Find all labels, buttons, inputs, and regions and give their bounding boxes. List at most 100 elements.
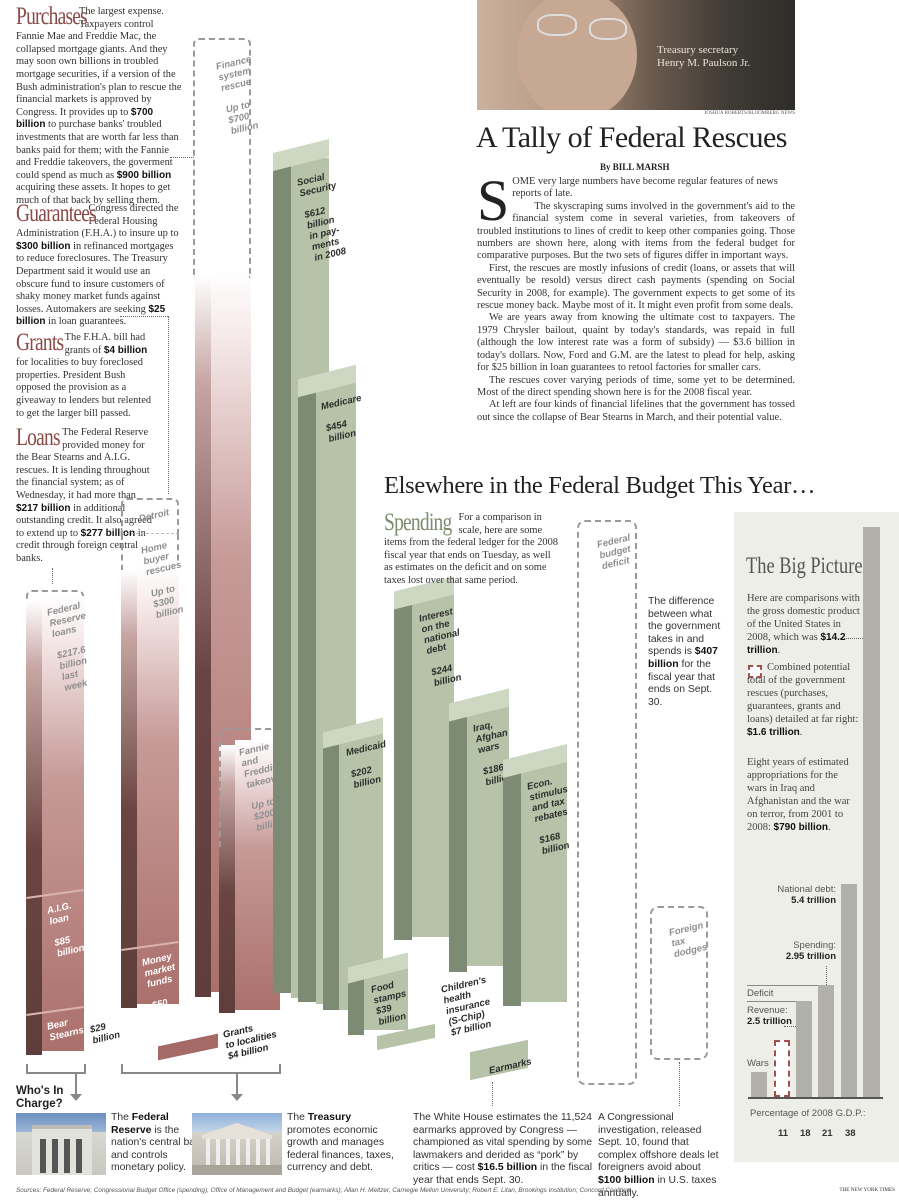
arrow-down-icon <box>70 1094 82 1101</box>
grants-text-2: for localities to buy foreclosed propert… <box>16 357 152 419</box>
leader-line <box>784 1026 796 1027</box>
interest-bar-side <box>394 600 412 940</box>
loans-amount-277: $277 billion <box>80 527 136 539</box>
headline: A Tally of Federal Rescues <box>476 121 787 154</box>
rescues-bar <box>774 1040 790 1097</box>
foreign-tax-dashed-outline <box>650 906 708 1060</box>
deficit-range-line <box>747 985 818 986</box>
fed-loans-bar <box>42 596 84 1051</box>
fed-building-photo <box>16 1113 106 1175</box>
whos-in-charge-title: Who's In Charge? <box>16 1085 64 1110</box>
article-p1: OME very large numbers have become regul… <box>512 176 778 200</box>
section-spending: Spending For a comparison in scale, here … <box>384 509 559 588</box>
leader-line <box>168 316 169 494</box>
photo-caption-name: Henry M. Paulson Jr. <box>657 57 751 69</box>
wars-note-text: Eight years of estimated appropriations … <box>747 757 850 833</box>
section-guarantees: Guarantees Congress directed the Federal … <box>16 201 182 329</box>
revenue-value: 2.5 trillion <box>747 1016 792 1027</box>
spending-title: Spending <box>384 509 452 536</box>
budget-heading: Elsewhere in the Federal Budget This Yea… <box>384 472 816 499</box>
deficit-note-text-2: for the fiscal year that ends on Sept. 3… <box>648 658 715 708</box>
leader-line <box>679 1062 680 1106</box>
deficit-note: The difference between what the governme… <box>648 596 726 709</box>
grants-text-1: The F.H.A. bill had grants of <box>64 332 146 356</box>
earmarks-note-text-2: in the fiscal year that ends Sept. 30. <box>413 1162 593 1186</box>
combined-note: Combined potential total of the governme… <box>747 662 859 738</box>
foreign-note-text-1: A Congressional investigation, released … <box>598 1112 719 1174</box>
combined-note-text: Combined potential total of the governme… <box>747 662 859 725</box>
national-debt-label-text: National debt: <box>777 884 836 895</box>
section-loans: Loans The Federal Reserve provided money … <box>16 424 156 566</box>
purchases-title: Purchases <box>16 3 88 30</box>
photo-credit: JOSHUA ROBERTS/BLOOMBERG NEWS <box>704 111 795 116</box>
fed-loans-bar-side <box>26 600 42 1055</box>
stimulus-bar <box>521 760 567 1002</box>
purchases-text-3: acquiring these assets. It hopes to get … <box>16 182 171 206</box>
revenue-label: Revenue: 2.5 trillion <box>747 1005 792 1027</box>
article-p2: The skyscraping sums involved in the gov… <box>477 200 795 262</box>
pct-title: Percentage of 2008 G.D.P.: <box>750 1108 866 1119</box>
grants-localities-label: Grants to localities $4 billion <box>222 1023 278 1063</box>
pct-value: 38 <box>845 1128 856 1139</box>
chart-baseline <box>748 1097 883 1099</box>
treasury-arrow-line <box>236 1074 238 1096</box>
purchases-amount-900: $900 billion <box>116 169 172 181</box>
article-p4: We are years away from knowing the ultim… <box>477 312 795 374</box>
social-security-bar-side <box>273 165 291 993</box>
article-p5: The rescues cover varying periods of tim… <box>477 374 795 398</box>
leader-line <box>492 1082 493 1106</box>
foreign-note-text-2: in U.S. taxes annually. <box>598 1174 717 1199</box>
leader-line <box>170 157 194 158</box>
iraq-wars-bar <box>467 704 509 966</box>
leader-line <box>830 638 863 639</box>
food-stamps-bar-side <box>348 975 364 1035</box>
spending-label: Spending: 2.95 trillion <box>760 940 836 962</box>
pct-value: 21 <box>822 1128 833 1139</box>
revenue-bar <box>796 1001 812 1097</box>
spending-text: For a comparison in scale, here are some… <box>384 512 558 586</box>
arrow-down-icon <box>231 1094 243 1101</box>
revenue-label-text: Revenue: <box>747 1005 788 1016</box>
gdp-value: $14.2 trillion <box>747 632 846 656</box>
section-grants: Grants The F.H.A. bill had grants of $4 b… <box>16 330 156 420</box>
stimulus-bar-side <box>503 768 521 1006</box>
foreign-tax-note: A Congressional investigation, released … <box>598 1112 726 1200</box>
treasury-name: Treasury <box>307 1112 352 1123</box>
finance-rescue-dashed-outline <box>193 38 251 278</box>
detroit-dashed-outline <box>121 498 179 534</box>
revenue-range-line <box>747 1001 796 1002</box>
gdp-bar <box>863 527 880 1097</box>
bear-stearns-value: $29 billion <box>89 1021 122 1047</box>
gdp-note-text: Here are comparisons with the gross dome… <box>747 593 860 643</box>
leader-line <box>120 316 168 317</box>
fed-name: Federal Reserve <box>111 1112 169 1136</box>
wars-label: Wars <box>747 1058 769 1069</box>
spending-bar <box>818 985 834 1097</box>
fed-description-pre: The <box>111 1112 132 1123</box>
paulson-photo: Treasury secretary Henry M. Paulson Jr. <box>477 0 795 110</box>
guarantees-amount-25: $25 billion <box>16 303 166 328</box>
wars-value: $790 billion <box>773 822 829 833</box>
schip-label: Children's health insurance (S-Chip) $7 … <box>440 974 493 1039</box>
section-purchases: Purchases The largest expense. Taxpayers … <box>16 3 182 208</box>
national-debt-value: 5.4 trillion <box>791 895 836 906</box>
publisher: THE NEW YORK TIMES <box>839 1187 895 1193</box>
treasury-bracket <box>121 1064 281 1074</box>
guarantees-text-2: in refinanced mortgages to reduce forecl… <box>16 240 174 315</box>
leader-line <box>826 966 827 985</box>
iraq-wars-bar-side <box>449 712 467 972</box>
loans-amount-217: $217 billion <box>16 502 71 514</box>
money-market-label: Money market funds $50 billion <box>141 951 184 1023</box>
wars-bar <box>751 1072 767 1097</box>
deficit-dashed-outline <box>577 520 637 1085</box>
treasury-description-pre: The <box>287 1112 308 1123</box>
finance-rescue-bar-side <box>195 275 211 997</box>
deficit-bp-label: Deficit <box>747 988 774 999</box>
fed-description-post: is the nation's central bank and control… <box>111 1124 206 1174</box>
grants-amount-4: $4 billion <box>103 344 148 356</box>
medicaid-label: Medicaid $202 billion <box>345 738 388 791</box>
guarantees-amount-300: $300 billion <box>16 240 71 252</box>
loans-title: Loans <box>16 424 61 451</box>
medicare-bar-side <box>298 390 316 1002</box>
sources: Sources: Federal Reserve; Congressional … <box>16 1187 631 1194</box>
